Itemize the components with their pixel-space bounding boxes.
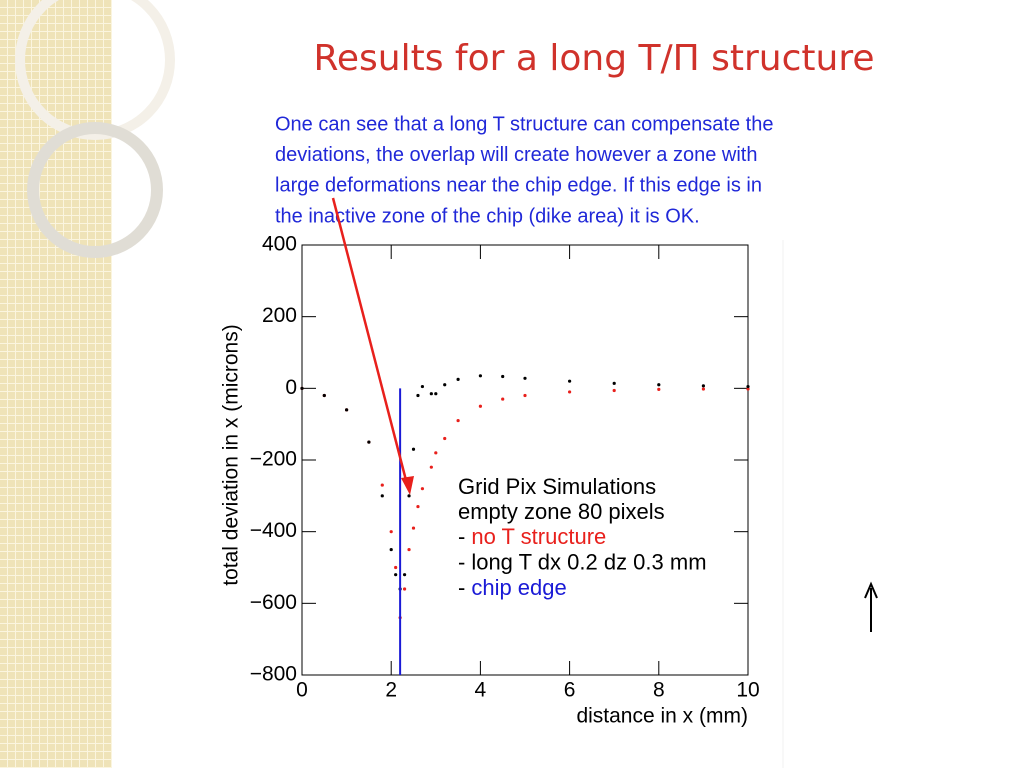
- legend-entry: - long T dx 0.2 dz 0.3 mm: [458, 549, 707, 574]
- data-point: [456, 377, 460, 381]
- data-point: [746, 384, 750, 389]
- data-point: [345, 408, 349, 412]
- plot-frame: [301, 244, 749, 676]
- data-point: [416, 504, 420, 509]
- data-point: [443, 436, 447, 441]
- data-point: [501, 397, 505, 401]
- data-point: [322, 393, 326, 398]
- data-point: [420, 384, 425, 389]
- data-point: [380, 483, 384, 487]
- arrow: [331, 197, 410, 489]
- data-point: [456, 418, 460, 423]
- x-tick-label: 2: [385, 679, 397, 702]
- legend-marker: -: [458, 575, 465, 600]
- data-point: [416, 393, 420, 398]
- y-tick-label: −400: [250, 519, 297, 542]
- data-point: [568, 379, 572, 383]
- data-point: [568, 390, 572, 394]
- body-line: large deformations near the chip edge. I…: [275, 175, 762, 197]
- data-point: [411, 447, 416, 451]
- data-point: [501, 374, 505, 379]
- y-tick-label: −200: [250, 448, 297, 471]
- x-tick-label: 8: [653, 679, 665, 702]
- y-tick-label: 400: [262, 233, 297, 256]
- data-point: [478, 374, 482, 378]
- y-tick-label: 0: [285, 376, 297, 399]
- data-point: [657, 387, 661, 392]
- data-point: [523, 376, 527, 380]
- x-tick-label: 0: [296, 679, 308, 702]
- decor-circle: [15, 0, 175, 140]
- data-point: [478, 404, 482, 408]
- x-axis-label: distance in x (mm): [576, 705, 748, 728]
- body: One can see that a long T structure can …: [275, 113, 773, 227]
- data-point: [523, 393, 527, 398]
- data-point: [389, 530, 393, 534]
- data-point: [394, 573, 398, 577]
- y-tick-label: −600: [250, 591, 297, 614]
- data-point: [389, 547, 393, 552]
- legend-entry: - chip edge: [458, 575, 567, 600]
- x-tick-label: 6: [564, 679, 576, 702]
- x-tick-label: 10: [736, 679, 759, 702]
- legend-header: Grid Pix Simulations: [458, 474, 656, 499]
- data-point: [420, 487, 425, 491]
- data-point: [367, 440, 371, 444]
- body-line: One can see that a long T structure can …: [275, 113, 773, 135]
- arrow-head: [401, 476, 414, 495]
- data-point: [612, 388, 616, 393]
- data-point: [394, 565, 398, 570]
- y-axis-label: total deviation in x (microns): [220, 324, 243, 585]
- body-line: deviations, the overlap will create howe…: [275, 144, 757, 166]
- data-point: [701, 384, 706, 388]
- data-point: [402, 587, 407, 591]
- data-point: [402, 573, 407, 577]
- legend-name: no T structure: [471, 524, 606, 549]
- chart: −800 −600 −400 −200 0 200 400 0 2 4 6 8 10 distance i…: [220, 233, 760, 728]
- data-point: [443, 383, 447, 387]
- decor-circle: [27, 122, 163, 258]
- data-point: [657, 383, 661, 387]
- data-point: [300, 386, 304, 390]
- data-point: [429, 465, 433, 469]
- slide-title: Results for a long T/Π structure: [313, 38, 874, 79]
- legend-name: long T dx 0.2 dz 0.3 mm: [471, 549, 706, 574]
- data-point: [380, 494, 384, 498]
- data-point: [434, 451, 438, 455]
- data-point: [434, 392, 438, 396]
- body-line: the inactive zone of the chip (dike area…: [275, 205, 700, 227]
- legend-header: empty zone 80 pixels: [458, 499, 665, 524]
- data-point: [407, 494, 411, 498]
- legend-name: chip edge: [471, 575, 566, 600]
- data-point: [429, 392, 433, 396]
- data-point: [612, 381, 616, 385]
- legend-marker: -: [458, 524, 465, 549]
- data-point: [411, 526, 416, 530]
- x-tick-label: 4: [475, 679, 487, 702]
- y-tick-label: −800: [250, 663, 297, 686]
- up-arrow-head: [864, 581, 878, 599]
- data-point: [746, 387, 750, 391]
- data-point: [407, 547, 411, 552]
- y-tick-label: 200: [262, 304, 297, 327]
- data-point: [701, 387, 706, 391]
- legend-entry: - no T structure: [458, 524, 606, 549]
- legend-marker: -: [458, 549, 465, 574]
- side-strip: [0, 0, 112, 768]
